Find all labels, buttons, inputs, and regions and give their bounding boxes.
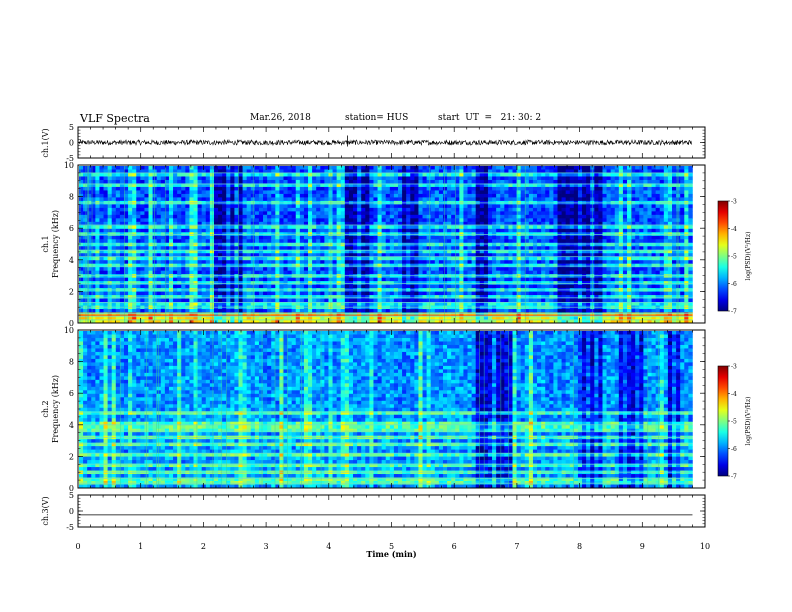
y-tick-label: 2 [69, 452, 74, 461]
start-time-label: start UT = 21: 30: 2 [438, 113, 542, 123]
ch2-spectrogram-ylabel-freq: Frequency (kHz) [51, 375, 60, 443]
x-tick-label: 7 [514, 542, 519, 551]
ch2-colorbar-label: log(PSD)(V²/Hz) [745, 397, 752, 446]
x-tick-label: 4 [326, 542, 331, 551]
x-tick-label: 3 [264, 542, 269, 551]
ch1-spectrogram-ylabel-channel: ch.1 [41, 235, 50, 252]
x-tick-label: 0 [75, 542, 80, 551]
y-tick-label: 4 [69, 256, 74, 265]
ch1-colorbar-tick-label: -5 [731, 254, 737, 261]
ch1-ylabel: ch.1(V) [41, 128, 50, 157]
ch2-spectrogram [79, 331, 693, 489]
ch2-colorbar-tick-label: -4 [731, 391, 737, 398]
ch2-colorbar-tick-label: -7 [731, 474, 737, 481]
y-tick-label: 0 [69, 319, 74, 328]
x-tick-label: 5 [389, 542, 394, 551]
y-tick-label: 2 [69, 287, 74, 296]
ch1-spectrogram-ylabel-freq: Frequency (kHz) [51, 210, 60, 278]
ch2-spectrogram-ylabel-channel: ch.2 [41, 400, 50, 417]
y-tick-label: 10 [64, 161, 74, 170]
station-label: station= HUS [345, 113, 409, 123]
ch1-colorbar-tick-label: -6 [731, 281, 737, 288]
ch1-colorbar-tick-label: -7 [731, 309, 737, 316]
x-tick-label: 9 [640, 542, 645, 551]
y-tick-label: 0 [69, 139, 74, 148]
ch2-colorbar-tick-label: -6 [731, 446, 737, 453]
y-tick-label: 5 [69, 491, 74, 500]
y-tick-label: 10 [64, 326, 74, 335]
x-tick-label: 6 [452, 542, 457, 551]
ch2-spectrogram-cells [79, 331, 693, 489]
ch2-colorbar-tick-label: -3 [731, 364, 737, 371]
ch3-ylabel: ch.3(V) [41, 496, 50, 525]
y-tick-label: 8 [69, 193, 74, 202]
y-tick-label: 5 [69, 123, 74, 132]
y-tick-label: 8 [69, 358, 74, 367]
ch1-colorbar-tick-label: -3 [731, 199, 737, 206]
y-tick-label: 4 [69, 421, 74, 430]
ch2-colorbar [717, 365, 729, 477]
y-tick-label: -5 [66, 523, 74, 532]
y-tick-label: 6 [69, 224, 74, 233]
x-tick-label: 1 [138, 542, 143, 551]
x-tick-label: 8 [577, 542, 582, 551]
y-tick-label: 6 [69, 389, 74, 398]
y-tick-label: 0 [69, 484, 74, 493]
ch2-colorbar-tick-label: -5 [731, 419, 737, 426]
ch1-colorbar-tick-label: -4 [731, 226, 737, 233]
ch1-colorbar [717, 200, 729, 312]
x-tick-label: 10 [700, 542, 710, 551]
y-tick-label: 0 [69, 507, 74, 516]
ch1-waveform-line [78, 138, 693, 147]
chart-title: VLF Spectra [80, 112, 150, 125]
ch1-colorbar-label: log(PSD)(V²/Hz) [745, 232, 752, 281]
y-tick-label: -5 [66, 154, 74, 163]
x-tick-label: 2 [201, 542, 206, 551]
ch1-spectrogram [79, 166, 693, 324]
date-label: Mar.26, 2018 [250, 113, 311, 123]
x-axis-label: Time (min) [366, 549, 416, 559]
ch1-spectrogram-cells [79, 166, 693, 324]
